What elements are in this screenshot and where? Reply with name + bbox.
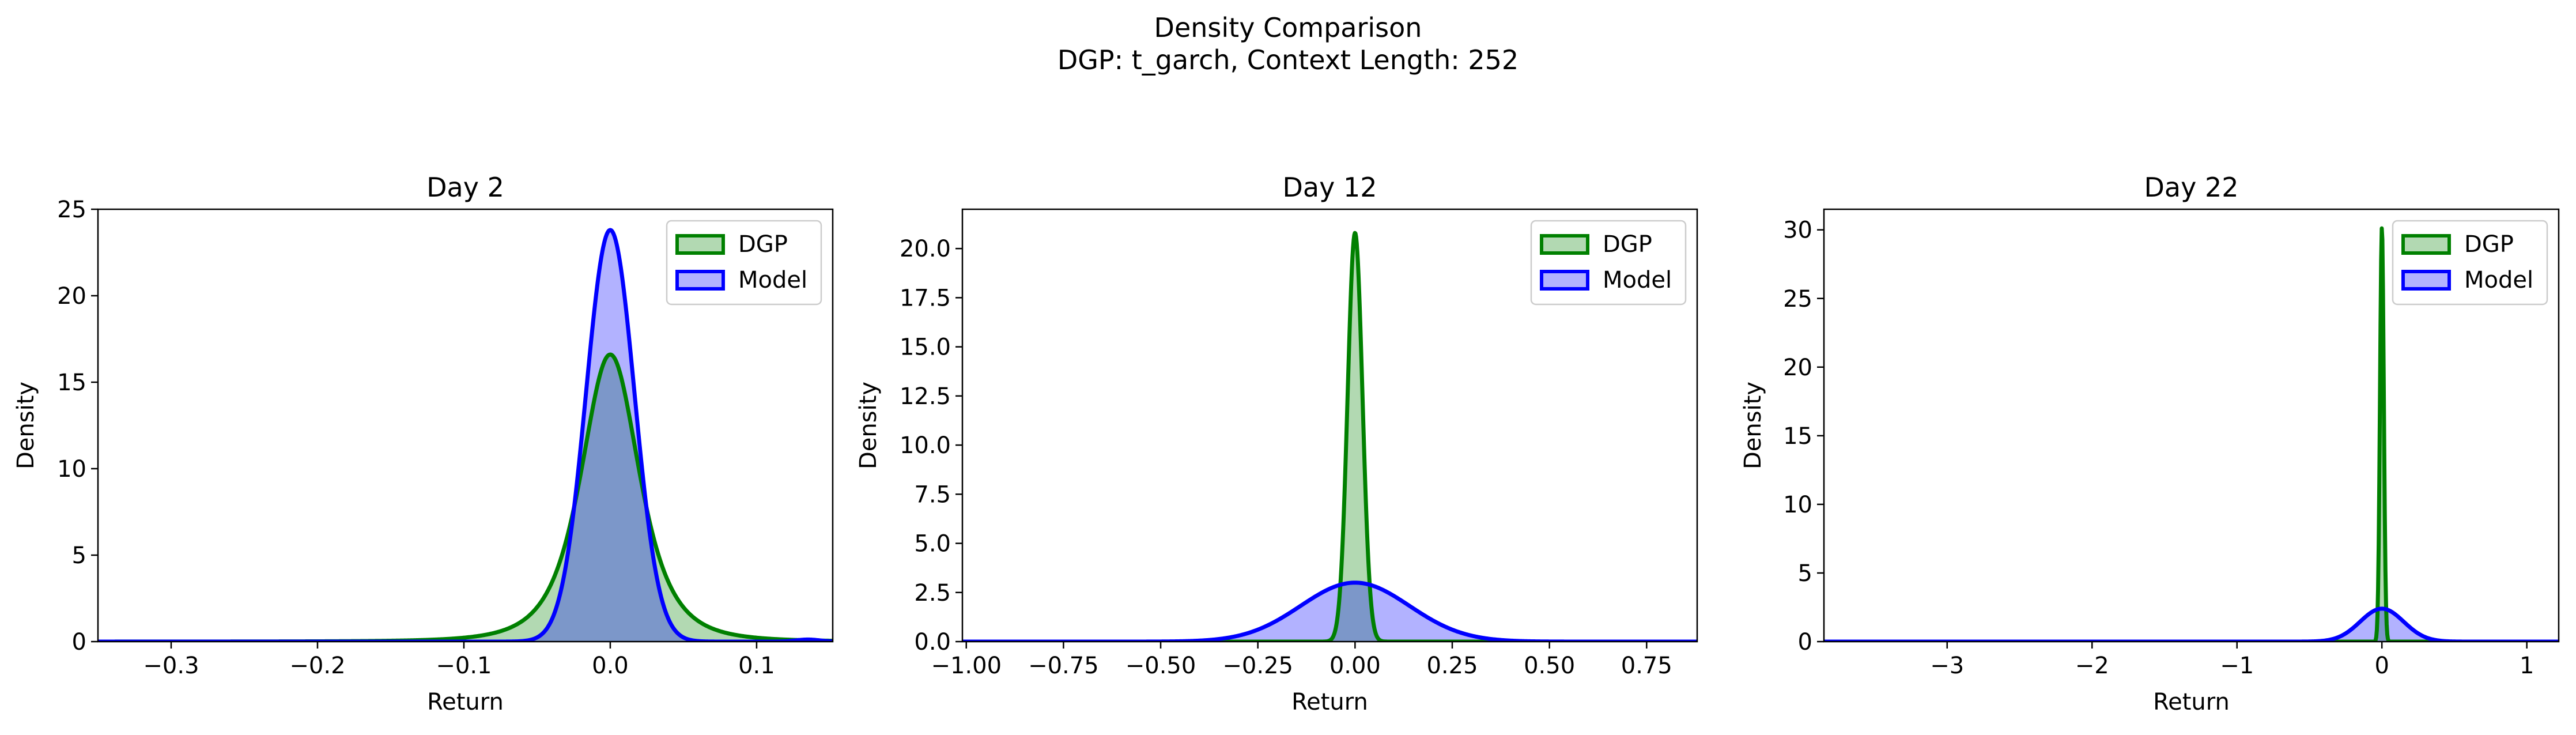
y-tick-label: 25	[1783, 286, 1812, 312]
legend: DGP Model	[2392, 220, 2548, 306]
line-dgp	[962, 231, 1697, 642]
y-tick-label: 20	[1783, 355, 1812, 381]
y-tick-label: 10	[1783, 492, 1812, 518]
legend-label-dgp: DGP	[738, 231, 788, 258]
y-tick-label: 12.5	[900, 383, 951, 410]
y-tick-label: 0	[72, 629, 86, 655]
x-axis-label: Return	[2153, 689, 2230, 715]
legend: DGP Model	[1530, 220, 1687, 306]
x-tick-label: 0	[2374, 653, 2389, 679]
x-tick-label: 0.25	[1426, 653, 1478, 679]
y-tick-label: 0	[1798, 629, 1812, 655]
x-tick-label: −1.00	[931, 653, 1002, 679]
x-tick-label: −0.25	[1222, 653, 1293, 679]
x-tick-label: 0.0	[592, 653, 629, 679]
y-tick-label: 5.0	[914, 531, 951, 557]
y-tick-label: 0.0	[914, 629, 951, 655]
legend-label-model: Model	[1603, 267, 1672, 293]
axes-frame	[1823, 208, 2560, 643]
x-tick-label: −0.75	[1028, 653, 1099, 679]
y-axis-label: Density	[13, 382, 39, 469]
y-tick-label: 15	[1783, 423, 1812, 450]
x-tick-label: −3	[1930, 653, 1964, 679]
y-tick-label: 20	[57, 283, 86, 310]
x-axis-label: Return	[1291, 689, 1368, 715]
legend-label-dgp: DGP	[2464, 231, 2514, 258]
x-axis-label: Return	[427, 689, 504, 715]
y-tick-label: 25	[57, 197, 86, 223]
x-tick-label: −0.50	[1125, 653, 1196, 679]
area-dgp	[98, 355, 833, 642]
y-tick-label: 15	[57, 370, 86, 396]
y-tick-label: 7.5	[914, 481, 951, 508]
area-model	[962, 582, 1697, 642]
x-tick-label: −0.1	[436, 653, 492, 679]
y-tick-label: 20.0	[900, 236, 951, 262]
legend: DGP Model	[666, 220, 822, 306]
y-tick-label: 10	[57, 456, 86, 483]
subplot-title: Day 12	[1283, 172, 1377, 203]
line-model	[1824, 606, 2559, 642]
axes-frame	[961, 208, 1698, 643]
legend-frame	[2392, 220, 2548, 306]
y-axis-label: Density	[855, 382, 882, 469]
subplot-title: Day 22	[2144, 172, 2239, 203]
x-tick-label: −0.3	[143, 653, 199, 679]
subplot-2: Day 12 −1.00 −0.75 −0.50 −0.25 0.00 0.25 0.50 0.…	[855, 172, 1698, 715]
figure-title-line2: DGP: t_garch, Context Length: 252	[1057, 44, 1519, 76]
subplot-3: Day 22−3 −2 −1 0 1051015202530ReturnDensityD…	[1740, 172, 2560, 715]
subplot-1: Day 2 −0.3 −0.2 −0.1 0.0 0.1 0 5 10 15 20 25 Return D…	[13, 172, 834, 715]
legend-label-dgp: DGP	[1603, 231, 1652, 258]
plot-area	[1824, 226, 2559, 642]
subplots: Day 2−0.3 −0.2 −0.1 0.0 0.10510152025ReturnD…	[13, 172, 2560, 715]
x-tick-label: 0.1	[738, 653, 775, 679]
subplot-title: Day 2	[426, 172, 504, 203]
legend-swatch-model	[675, 270, 725, 291]
x-tick-label: −2	[2075, 653, 2109, 679]
axes-frame	[97, 208, 834, 643]
y-tick-label: 17.5	[900, 285, 951, 311]
legend-swatch-dgp	[2401, 234, 2451, 255]
legend-frame	[666, 220, 822, 306]
x-tick-label: −1	[2220, 653, 2254, 679]
legend-swatch-dgp	[675, 234, 725, 255]
legend-frame	[1530, 220, 1687, 306]
legend-swatch-model	[1540, 270, 1589, 291]
y-tick-label: 30	[1783, 217, 1812, 244]
legend-label-model: Model	[2464, 267, 2533, 293]
x-tick-label: 0.00	[1329, 653, 1381, 679]
y-axis-label: Density	[1740, 382, 1766, 469]
y-tick-label: 5	[1798, 560, 1812, 587]
legend-swatch-model	[2401, 270, 2451, 291]
legend-label-model: Model	[738, 267, 807, 293]
x-tick-label: 0.75	[1621, 653, 1672, 679]
y-tick-label: 5	[72, 542, 86, 569]
x-tick-label: 1	[2520, 653, 2534, 679]
y-tick-label: 15.0	[900, 334, 951, 361]
y-tick-label: 10.0	[900, 432, 951, 459]
x-tick-label: −0.2	[289, 653, 345, 679]
figure-title-line1: Density Comparison	[1154, 12, 1422, 43]
x-tick-label: 0.50	[1524, 653, 1575, 679]
y-tick-label: 2.5	[914, 580, 951, 606]
legend-swatch-dgp	[1540, 234, 1589, 255]
